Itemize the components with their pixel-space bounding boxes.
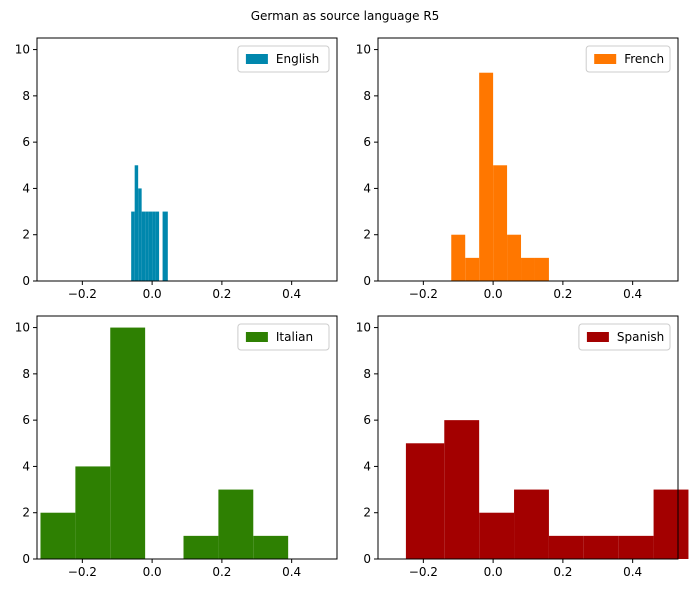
histogram-bar: [514, 489, 549, 559]
legend-swatch: [245, 332, 268, 342]
axes-frame: [377, 315, 679, 560]
x-tick-label: −0.2: [409, 565, 438, 579]
histogram-bar: [145, 211, 149, 281]
histogram-bar: [534, 257, 549, 281]
histogram-bar: [183, 535, 219, 559]
figure-title: German as source language R5: [250, 9, 440, 23]
y-tick-label: 2: [22, 228, 30, 242]
x-tick-label: 0.4: [623, 565, 642, 579]
histogram-bar: [479, 512, 515, 559]
subplot-english: −0.2 0.0 0.2 0.4 0 2 4 6 8 10 English: [15, 37, 338, 301]
y-tick-label: 8: [22, 89, 30, 103]
x-tick-label: 0.0: [143, 565, 162, 579]
axes-frame: [36, 315, 338, 560]
axes-frame: [377, 37, 679, 282]
histogram-bar: [479, 72, 494, 281]
y-tick-label: 10: [356, 321, 371, 335]
histogram-bar: [618, 535, 654, 559]
y-tick-label: 2: [363, 506, 371, 520]
legend-label: Italian: [276, 330, 313, 344]
x-tick-label: 0.4: [282, 565, 301, 579]
x-tick-label: 0.4: [282, 287, 301, 301]
y-tick-label: 2: [22, 506, 30, 520]
histogram-bar: [110, 327, 146, 559]
histogram-bar: [653, 489, 689, 559]
legend-box: [237, 45, 330, 73]
y-tick-label: 10: [15, 321, 30, 335]
histogram-bar: [521, 257, 535, 281]
histogram-bar: [148, 211, 153, 281]
histogram-bar: [548, 535, 584, 559]
histogram-bar: [253, 535, 289, 559]
histogram-bar: [162, 211, 168, 281]
subplot-spanish: −0.2 0.0 0.2 0.4 0 2 4 6 8 10 Spanish: [356, 315, 689, 579]
x-tick-label: 0.0: [143, 287, 162, 301]
x-tick-label: 0.4: [623, 287, 642, 301]
legend-box: [585, 45, 671, 73]
histogram-bar: [141, 211, 146, 281]
y-tick-label: 8: [363, 89, 371, 103]
legend: Spanish: [578, 323, 671, 351]
y-tick-label: 4: [363, 181, 371, 195]
legend-label: English: [276, 52, 319, 66]
histogram-bar: [444, 420, 480, 559]
subplot-french: −0.2 0.0 0.2 0.4 0 2 4 6 8 10 French: [356, 37, 679, 301]
x-tick-label: 0.0: [484, 565, 503, 579]
x-tick-label: 0.2: [553, 565, 572, 579]
y-tick-label: 6: [22, 135, 30, 149]
histogram-bar: [218, 489, 254, 559]
histogram-bar: [405, 443, 445, 559]
histogram-bar: [507, 234, 522, 281]
histogram-bar: [134, 165, 139, 281]
x-tick-label: 0.2: [212, 565, 231, 579]
x-tick-label: 0.2: [553, 287, 572, 301]
legend: Italian: [237, 323, 330, 351]
histogram-bar: [451, 234, 466, 281]
legend-label: French: [624, 52, 664, 66]
y-tick-label: 4: [22, 459, 30, 473]
legend-box: [578, 323, 671, 351]
histogram-bar: [138, 188, 142, 281]
y-tick-label: 0: [22, 552, 30, 566]
x-tick-label: −0.2: [409, 287, 438, 301]
y-tick-label: 4: [363, 459, 371, 473]
y-tick-label: 8: [22, 367, 30, 381]
x-tick-label: −0.2: [68, 565, 97, 579]
histogram-bar: [583, 535, 619, 559]
y-tick-label: 2: [363, 228, 371, 242]
y-tick-label: 8: [363, 367, 371, 381]
y-tick-label: 0: [363, 274, 371, 288]
axes-frame: [36, 37, 338, 282]
subplot-italian: −0.2 0.0 0.2 0.4 0 2 4 6 8 10 Italian: [15, 315, 338, 579]
x-tick-label: 0.0: [484, 287, 503, 301]
y-tick-label: 6: [363, 413, 371, 427]
histogram-bar: [152, 211, 156, 281]
histogram-bar: [75, 466, 111, 559]
legend: French: [585, 45, 671, 73]
y-tick-label: 10: [15, 43, 30, 57]
histogram-bar: [155, 211, 160, 281]
y-tick-label: 6: [22, 413, 30, 427]
legend-swatch: [594, 54, 617, 64]
histogram-bar: [40, 512, 76, 559]
legend: English: [237, 45, 330, 73]
x-tick-label: −0.2: [68, 287, 97, 301]
histogram-bar: [465, 257, 480, 281]
legend-swatch: [245, 54, 268, 64]
x-tick-label: 0.2: [212, 287, 231, 301]
y-tick-label: 4: [22, 181, 30, 195]
y-tick-label: 0: [363, 552, 371, 566]
legend-label: Spanish: [617, 330, 664, 344]
legend-box: [237, 323, 330, 351]
y-tick-label: 10: [356, 43, 371, 57]
histogram-bar: [493, 165, 508, 281]
legend-swatch: [586, 332, 609, 342]
histogram-bar: [131, 211, 135, 281]
y-tick-label: 6: [363, 135, 371, 149]
y-tick-label: 0: [22, 274, 30, 288]
